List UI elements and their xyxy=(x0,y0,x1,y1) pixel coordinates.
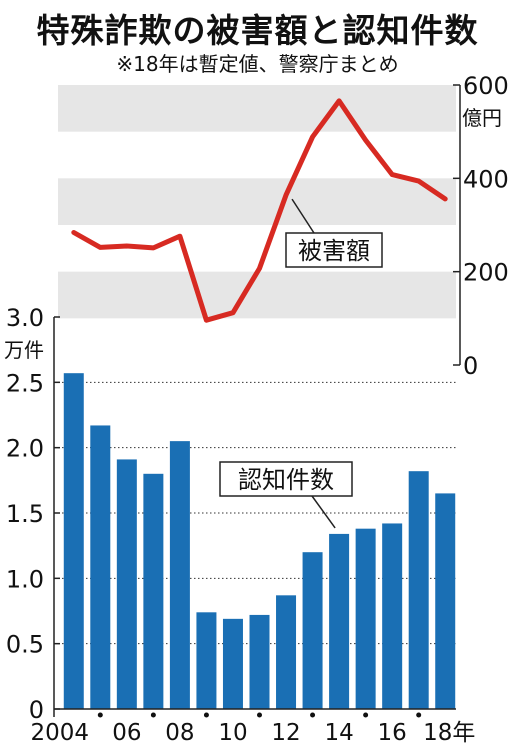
x-tick-dot-2015 xyxy=(363,712,369,718)
x-tick-label: 10 xyxy=(218,720,247,746)
chart-note: ※18年は暫定値、警察庁まとめ xyxy=(116,52,399,76)
bar-2008 xyxy=(169,441,190,709)
bar-2011 xyxy=(249,614,270,709)
x-tick-label: 08 xyxy=(165,720,194,746)
x-tick-dot-2013 xyxy=(310,712,316,718)
bar-2007 xyxy=(143,473,164,709)
bar-2004 xyxy=(63,373,84,709)
bar-y-tick-label: 0.5 xyxy=(6,631,44,659)
bar-callout-leader xyxy=(311,495,336,529)
line-y-tick-label: 200 xyxy=(463,259,509,287)
bar-2016 xyxy=(382,523,403,709)
bar-2013 xyxy=(302,552,323,709)
x-tick-label: 06 xyxy=(112,720,141,746)
line-chart-grid-bands xyxy=(58,85,456,319)
bar-y-tick-label: 0 xyxy=(29,696,44,724)
bar-2015 xyxy=(355,528,376,709)
bar-y-tick-label: 3.0 xyxy=(6,304,44,332)
line-callout-label: 被害額 xyxy=(298,237,370,265)
bar-callout-label: 認知件数 xyxy=(238,466,334,494)
grid-band-2 xyxy=(58,271,456,319)
bar-2005 xyxy=(90,425,111,709)
line-unit-label: 億円 xyxy=(462,106,502,130)
line-y-tick-label: 0 xyxy=(463,352,478,380)
bar-series xyxy=(63,373,456,709)
bar-callout-box xyxy=(219,461,353,497)
x-tick-label: 12 xyxy=(271,720,300,746)
line-callout-leader xyxy=(291,198,315,234)
x-tick-label: 16 xyxy=(378,720,407,746)
bar-2017 xyxy=(408,471,429,709)
x-tick-dot-2009 xyxy=(203,712,209,718)
x-tick-dot-2005 xyxy=(97,712,103,718)
bar-2009 xyxy=(196,612,217,709)
bar-2014 xyxy=(329,533,350,709)
line-series xyxy=(71,98,448,323)
x-tick-label: 18年 xyxy=(423,720,475,746)
grid-band-1 xyxy=(58,178,456,225)
x-tick-label: 2004 xyxy=(30,720,89,746)
bar-unit-label: 万件 xyxy=(4,338,44,362)
line-y-tick-label: 600 xyxy=(463,72,509,100)
bar-y-tick-label: 1.5 xyxy=(6,500,44,528)
grid-band-0 xyxy=(58,85,456,132)
bar-2010 xyxy=(222,618,243,709)
chart-axes: 0 0.5 1.0 1.5 2.0 2.5 3.0 万件 0 200 400 600 億円 2004 06 0… xyxy=(4,72,509,746)
bar-y-tick-label: 2.5 xyxy=(6,369,44,397)
x-tick-dot-2017 xyxy=(416,712,422,718)
chart-title: 特殊詐欺の被害額と認知件数 xyxy=(36,11,479,50)
bar-2006 xyxy=(116,459,137,709)
line-y-tick-label: 400 xyxy=(463,165,509,193)
x-tick-dot-2011 xyxy=(257,712,262,718)
line-callout-box xyxy=(285,232,383,268)
bar-y-tick-label: 2.0 xyxy=(6,435,44,463)
bar-y-tick-label: 1.0 xyxy=(6,565,44,593)
bar-2018 xyxy=(435,493,456,709)
bar-2012 xyxy=(276,595,297,709)
x-tick-label: 14 xyxy=(324,720,353,746)
x-tick-dot-2007 xyxy=(150,712,156,718)
